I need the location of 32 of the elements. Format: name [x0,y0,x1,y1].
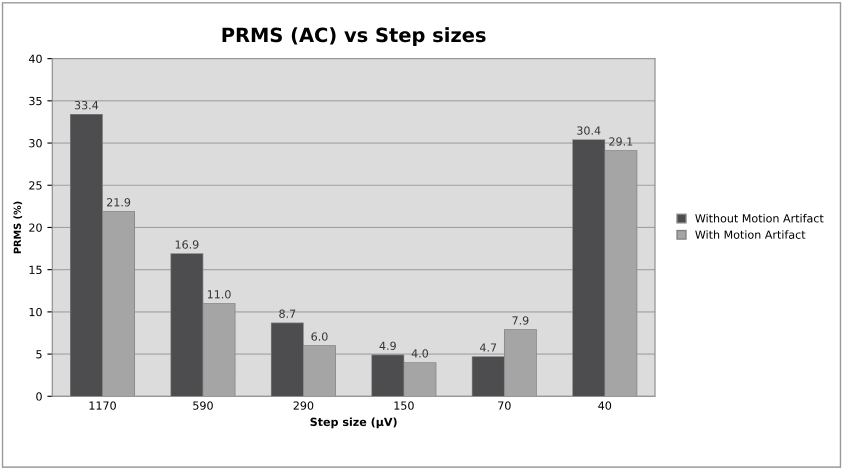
y-tick-label: 5 [36,350,42,358]
y-tick-label: 20 [29,223,42,232]
data-label: 7.9 [512,316,528,325]
data-label: 4.0 [412,349,428,358]
y-tick-label: 15 [30,266,42,274]
y-tick-label: 40 [28,54,42,64]
y-tick-label: 10 [30,308,42,316]
x-axis-title: Step size (µV) [310,417,397,428]
y-tick-label: 30 [29,139,42,148]
x-tick-label: 590 [193,401,213,410]
data-label: 29.1 [609,137,632,146]
y-tick-label: 25 [29,181,42,190]
y-tick-label: 35 [29,96,42,106]
x-tick-label: 290 [294,401,314,410]
x-tick-label: 40 [598,401,612,410]
y-axis-title: PRMS (%) [13,202,22,254]
data-label: 33.4 [74,101,98,110]
x-tick-label: 1170 [90,401,116,410]
legend-label: Without Motion Artifact [695,214,824,223]
data-label: 6.0 [311,332,328,341]
data-label: 30.4 [577,126,600,135]
chart-title: PRMS (AC) vs Step sizes [222,27,486,46]
data-label: 11.0 [208,290,231,299]
data-label: 16.9 [176,240,198,249]
legend-label: With Motion Artifact [695,230,806,239]
data-label: 8.7 [279,310,296,318]
x-tick-label: 150 [394,401,414,410]
data-label: 4.9 [380,342,396,350]
x-tick-label: 70 [498,401,511,410]
data-label: 21.9 [107,198,130,206]
y-tick-label: 0 [36,392,42,401]
data-label: 4.7 [480,343,496,352]
